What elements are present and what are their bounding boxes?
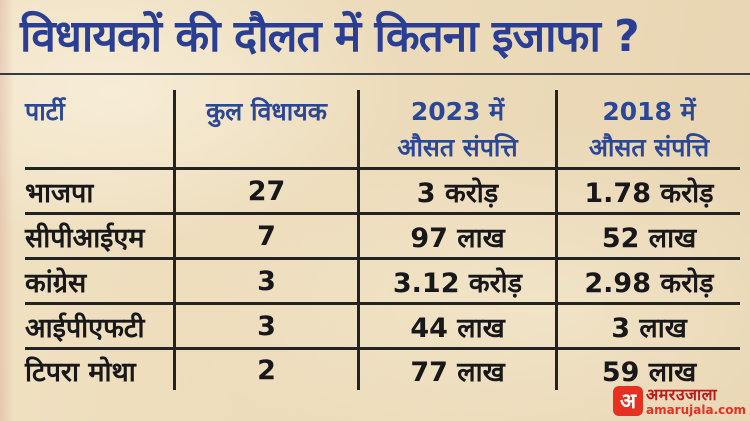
header-total-mlas: कुल विधायक xyxy=(176,90,360,167)
amar-ujala-logo: अ अमरउजाला amarujala.com xyxy=(612,386,746,417)
avg-wealth-2018: 2.98 करोड़ xyxy=(584,267,714,299)
logo-text-block: अमरउजाला amarujala.com xyxy=(646,386,746,417)
wealth-table: पार्टी कुल विधायक 2023 में औसत संपत्ति 2… xyxy=(25,90,740,390)
avg-wealth-2023: 97 लाख xyxy=(360,215,558,257)
party-name: भाजपा xyxy=(25,170,176,212)
header-avg-2023-line2: औसत संपत्ति xyxy=(397,133,518,162)
party-name: टिपरा मोथा xyxy=(25,350,176,390)
total-mlas: 27 xyxy=(176,170,360,212)
logo-domain: amarujala.com xyxy=(645,403,746,417)
header-avg-2018: 2018 में औसत संपत्ति xyxy=(558,90,740,167)
total-mlas: 2 xyxy=(176,350,360,390)
avg-wealth-2018: 3 लाख xyxy=(611,312,687,344)
total-mlas: 7 xyxy=(176,215,360,257)
table-row-bjp: भाजपा 27 3 करोड़ 1.78 करोड़ xyxy=(25,170,740,215)
table-row-cpim: सीपीआईएम 7 97 लाख 52 लाख xyxy=(25,215,740,260)
table-row-ipft: आईपीएफटी 3 44 लाख 3 लाख xyxy=(25,305,740,350)
total-mlas: 3 xyxy=(176,260,360,302)
header-avg-2023-line1: 2023 में xyxy=(410,97,505,126)
table-row-tipra-motha: टिपरा मोथा 2 77 लाख 59 लाख xyxy=(25,350,740,390)
party-name: सीपीआईएम xyxy=(25,215,176,257)
logo-name: अमरउजाला xyxy=(645,385,718,404)
header-avg-2018-line1: 2018 में xyxy=(602,97,696,126)
title-underline xyxy=(0,73,750,75)
avg-wealth-2018: 52 लाख xyxy=(601,222,697,254)
table-row-congress: कांग्रेस 3 3.12 करोड़ 2.98 करोड़ xyxy=(25,260,740,305)
table-header-row: पार्टी कुल विधायक 2023 में औसत संपत्ति 2… xyxy=(25,90,740,170)
page-title: विधायकों की दौलत में कितना इजाफा ? xyxy=(20,11,640,62)
header-avg-2018-line2: औसत संपत्ति xyxy=(588,133,710,162)
header-party: पार्टी xyxy=(25,90,176,167)
amar-ujala-monogram-icon: अ xyxy=(612,386,643,416)
avg-wealth-2023: 44 लाख xyxy=(360,305,558,347)
avg-wealth-2023: 3.12 करोड़ xyxy=(360,260,558,302)
header-avg-2023: 2023 में औसत संपत्ति xyxy=(360,90,558,167)
avg-wealth-2023: 3 करोड़ xyxy=(360,170,558,212)
party-name: आईपीएफटी xyxy=(25,305,176,347)
avg-wealth-2023: 77 लाख xyxy=(360,350,558,390)
avg-wealth-2018: 1.78 करोड़ xyxy=(584,177,714,209)
total-mlas: 3 xyxy=(176,305,360,347)
party-name: कांग्रेस xyxy=(25,260,176,302)
avg-wealth-2018: 59 लाख xyxy=(601,356,697,388)
logo-initial: अ xyxy=(619,389,636,413)
